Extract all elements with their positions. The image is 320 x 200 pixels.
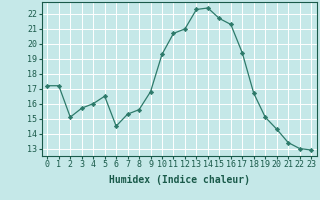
X-axis label: Humidex (Indice chaleur): Humidex (Indice chaleur) xyxy=(109,175,250,185)
